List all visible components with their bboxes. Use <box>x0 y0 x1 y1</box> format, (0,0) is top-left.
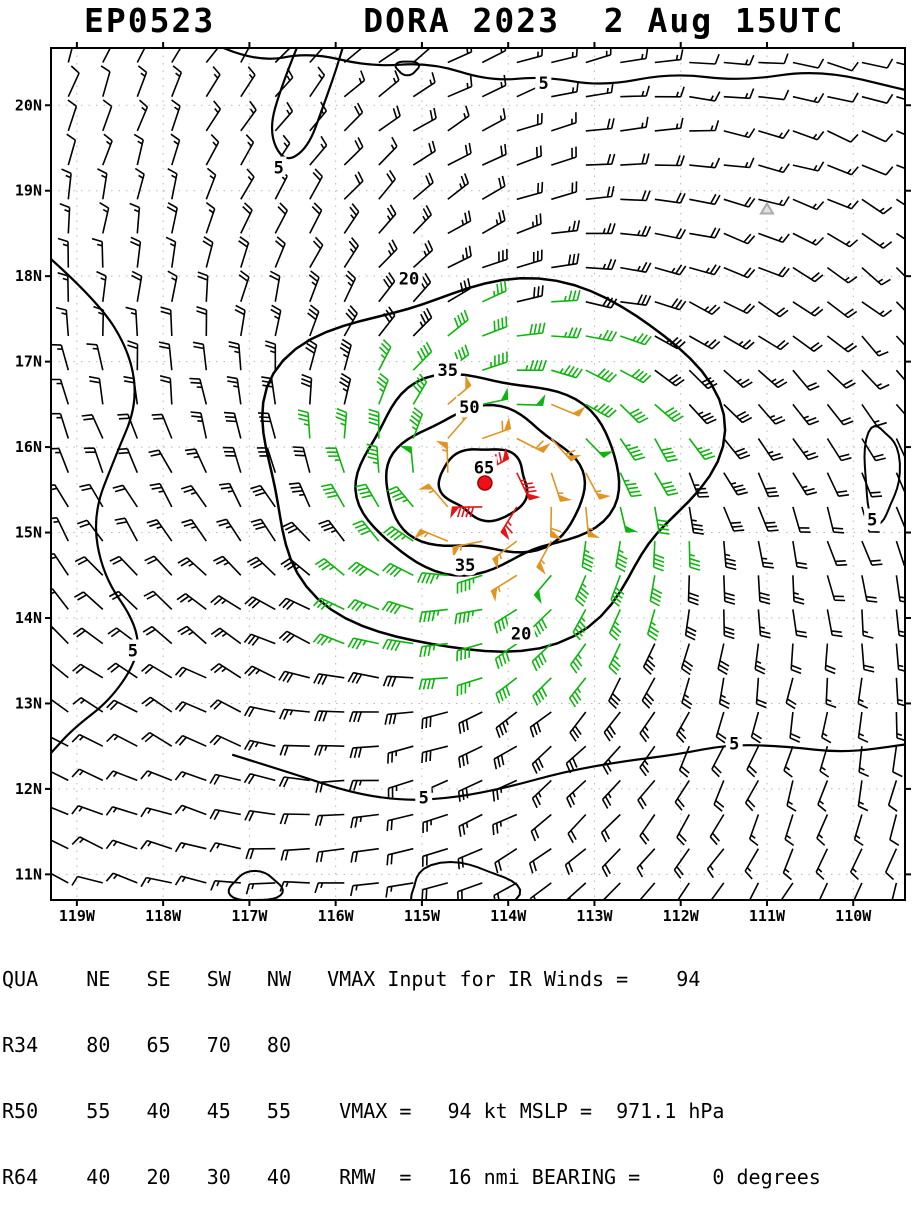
stats-line-r50: R50 55 40 45 55 VMAX = 94 kt MSLP = 971.… <box>2 1099 725 1123</box>
svg-text:5: 5 <box>419 789 429 809</box>
svg-text:5: 5 <box>274 159 284 179</box>
map-border <box>50 47 906 901</box>
storm-center-dot <box>477 475 493 491</box>
svg-text:20N: 20N <box>15 96 42 114</box>
svg-text:17N: 17N <box>15 353 42 371</box>
svg-text:115W: 115W <box>404 907 441 924</box>
svg-text:116W: 116W <box>318 907 355 924</box>
wind-speed-contours <box>51 48 905 900</box>
chart-title: EP0523 DORA 2023 2 Aug 15UTC <box>0 0 919 40</box>
axis-labels: 119W 118W 117W 116W 115W 114W 113W 112W 111W 110W… <box>15 42 911 924</box>
svg-text:119W: 119W <box>59 907 96 924</box>
wind-barbs <box>51 48 905 900</box>
stats-line-quadrants: QUA NE SE SW NW VMAX Input for IR Winds … <box>2 967 701 991</box>
svg-text:11N: 11N <box>15 865 42 883</box>
gray-terrain-mark <box>759 201 775 215</box>
svg-text:35: 35 <box>455 556 475 576</box>
svg-text:113W: 113W <box>576 907 613 924</box>
svg-text:110W: 110W <box>835 907 872 924</box>
svg-text:5: 5 <box>128 642 138 662</box>
stats-line-r64: R64 40 20 30 40 RMW = 16 nmi BEARING = 0… <box>2 1165 821 1189</box>
statistics-footer: QUA NE SE SW NW VMAX Input for IR Winds … <box>0 924 919 1210</box>
svg-text:5: 5 <box>867 511 877 531</box>
svg-text:117W: 117W <box>231 907 268 924</box>
svg-text:19N: 19N <box>15 182 42 200</box>
svg-text:12N: 12N <box>15 780 42 798</box>
svg-text:118W: 118W <box>145 907 182 924</box>
svg-text:50: 50 <box>459 398 479 418</box>
svg-text:112W: 112W <box>663 907 700 924</box>
svg-text:20: 20 <box>399 270 419 290</box>
svg-text:5: 5 <box>729 735 739 755</box>
svg-text:111W: 111W <box>749 907 786 924</box>
stats-line-r34: R34 80 65 70 80 <box>2 1033 291 1057</box>
svg-text:114W: 114W <box>490 907 527 924</box>
svg-text:18N: 18N <box>15 267 42 285</box>
svg-text:35: 35 <box>438 361 458 381</box>
storm-id: EP0523 <box>84 0 216 40</box>
svg-text:15N: 15N <box>15 524 42 542</box>
svg-text:16N: 16N <box>15 438 42 456</box>
svg-text:13N: 13N <box>15 694 42 712</box>
svg-text:14N: 14N <box>15 609 42 627</box>
title-text: DORA 2023 2 Aug 15UTC <box>363 0 845 40</box>
svg-text:5: 5 <box>538 74 548 94</box>
svg-text:20: 20 <box>511 624 531 644</box>
